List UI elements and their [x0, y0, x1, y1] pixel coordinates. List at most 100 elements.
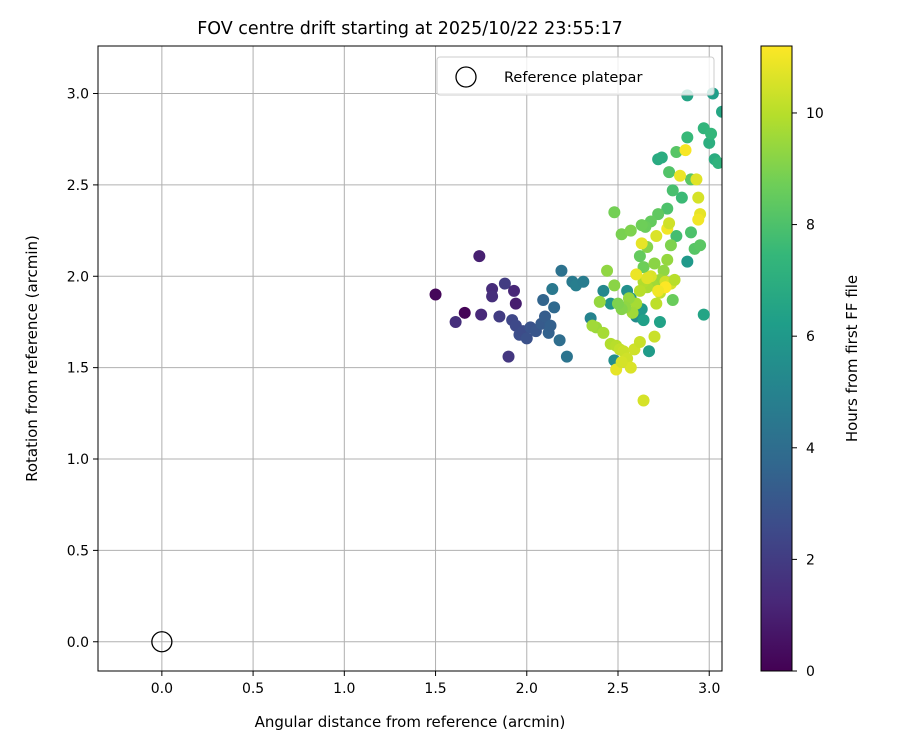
x-axis-label: Angular distance from reference (arcmin) — [255, 713, 566, 731]
data-point — [508, 284, 520, 297]
data-point — [493, 310, 506, 323]
legend: Reference platepar — [436, 56, 715, 96]
data-point — [681, 255, 694, 268]
colorbar-tick-label: 2 — [806, 552, 815, 568]
data-point — [663, 166, 676, 179]
data-point — [648, 330, 661, 343]
colorbar-gradient — [761, 46, 792, 671]
legend-label: Reference platepar — [504, 70, 642, 86]
x-tick-label: 2.5 — [607, 681, 629, 697]
data-point — [509, 297, 522, 310]
data-point — [652, 284, 665, 297]
data-point — [648, 257, 661, 270]
data-point — [601, 264, 614, 277]
data-point — [608, 279, 621, 292]
colorbar-tick-label: 8 — [806, 218, 815, 234]
data-point — [624, 361, 637, 374]
data-point — [679, 144, 692, 157]
y-tick-label: 1.5 — [67, 361, 89, 377]
y-tick-label: 0.0 — [67, 635, 89, 651]
data-point — [449, 315, 462, 328]
colorbar-tick-label: 4 — [806, 441, 815, 457]
colorbar-tick-label: 10 — [806, 106, 824, 122]
data-point — [670, 230, 683, 243]
data-point — [633, 250, 646, 263]
data-point — [548, 301, 561, 314]
data-point — [666, 184, 679, 197]
data-point — [624, 224, 637, 237]
data-point — [539, 310, 552, 323]
data-point — [664, 239, 677, 252]
data-point — [692, 213, 705, 226]
data-point — [429, 288, 442, 301]
data-point — [650, 230, 663, 243]
y-tick-label: 3.0 — [67, 87, 89, 103]
data-point — [622, 292, 635, 305]
colorbar-label: Hours from first FF file — [843, 275, 861, 442]
data-point — [630, 268, 643, 281]
data-points — [429, 87, 722, 407]
data-point — [544, 319, 557, 332]
data-point — [655, 151, 668, 164]
colorbar-tick-label: 0 — [806, 664, 815, 680]
x-tick-label: 1.0 — [333, 681, 355, 697]
data-point — [615, 228, 628, 241]
data-point — [633, 284, 646, 297]
data-point — [666, 294, 679, 307]
data-point — [712, 156, 722, 169]
data-point — [612, 297, 624, 310]
x-tick-label: 2.0 — [516, 681, 538, 697]
plot-frame — [97, 45, 723, 672]
data-point — [593, 295, 606, 308]
y-axis-label: Rotation from reference (arcmin) — [23, 235, 41, 482]
data-point — [560, 350, 573, 363]
data-point — [608, 206, 621, 219]
data-point — [555, 264, 568, 277]
data-point — [705, 127, 718, 140]
data-point — [637, 394, 650, 407]
data-point — [637, 314, 650, 327]
y-tick-label: 0.5 — [67, 543, 89, 559]
x-tick-label: 0.0 — [151, 681, 173, 697]
data-point — [716, 105, 722, 118]
data-point — [703, 136, 716, 149]
data-point — [475, 308, 488, 321]
data-point — [458, 306, 471, 319]
y-axis-ticks: 0.0 0.5 1.0 1.5 2.0 2.5 3.0 — [67, 87, 98, 651]
colorbar-ticks: 0 2 4 6 8 10 — [792, 106, 824, 680]
colorbar-tick-label: 6 — [806, 329, 815, 345]
x-axis-ticks: 0.0 0.5 1.0 1.5 2.0 2.5 3.0 — [151, 671, 720, 697]
data-point — [652, 208, 665, 221]
x-tick-label: 3.0 — [698, 681, 720, 697]
data-point — [633, 336, 646, 349]
y-tick-label: 2.5 — [67, 178, 89, 194]
x-tick-label: 0.5 — [242, 681, 264, 697]
data-point — [684, 226, 697, 239]
data-point — [553, 334, 566, 347]
colorbar: 0 2 4 6 8 10 Hours from first FF file — [760, 45, 861, 680]
data-point — [692, 191, 705, 204]
data-point — [502, 350, 515, 363]
data-point — [674, 169, 687, 182]
data-point — [577, 275, 590, 288]
data-point — [675, 191, 688, 204]
data-point — [586, 319, 599, 332]
data-point — [668, 273, 681, 286]
reference-marker-layer — [151, 631, 173, 653]
colorbar-frame — [760, 45, 793, 672]
data-point — [643, 345, 656, 358]
data-point — [537, 294, 550, 307]
data-point — [486, 290, 499, 303]
data-point — [661, 202, 674, 215]
legend-marker — [455, 66, 477, 88]
data-point — [681, 131, 694, 144]
data-point — [663, 217, 676, 230]
data-point — [520, 332, 533, 345]
chart-title: FOV centre drift starting at 2025/10/22 … — [197, 19, 623, 39]
x-tick-label: 1.5 — [424, 681, 446, 697]
data-point — [498, 277, 511, 290]
data-point — [635, 219, 648, 232]
data-point — [694, 239, 707, 252]
data-point — [637, 261, 650, 274]
